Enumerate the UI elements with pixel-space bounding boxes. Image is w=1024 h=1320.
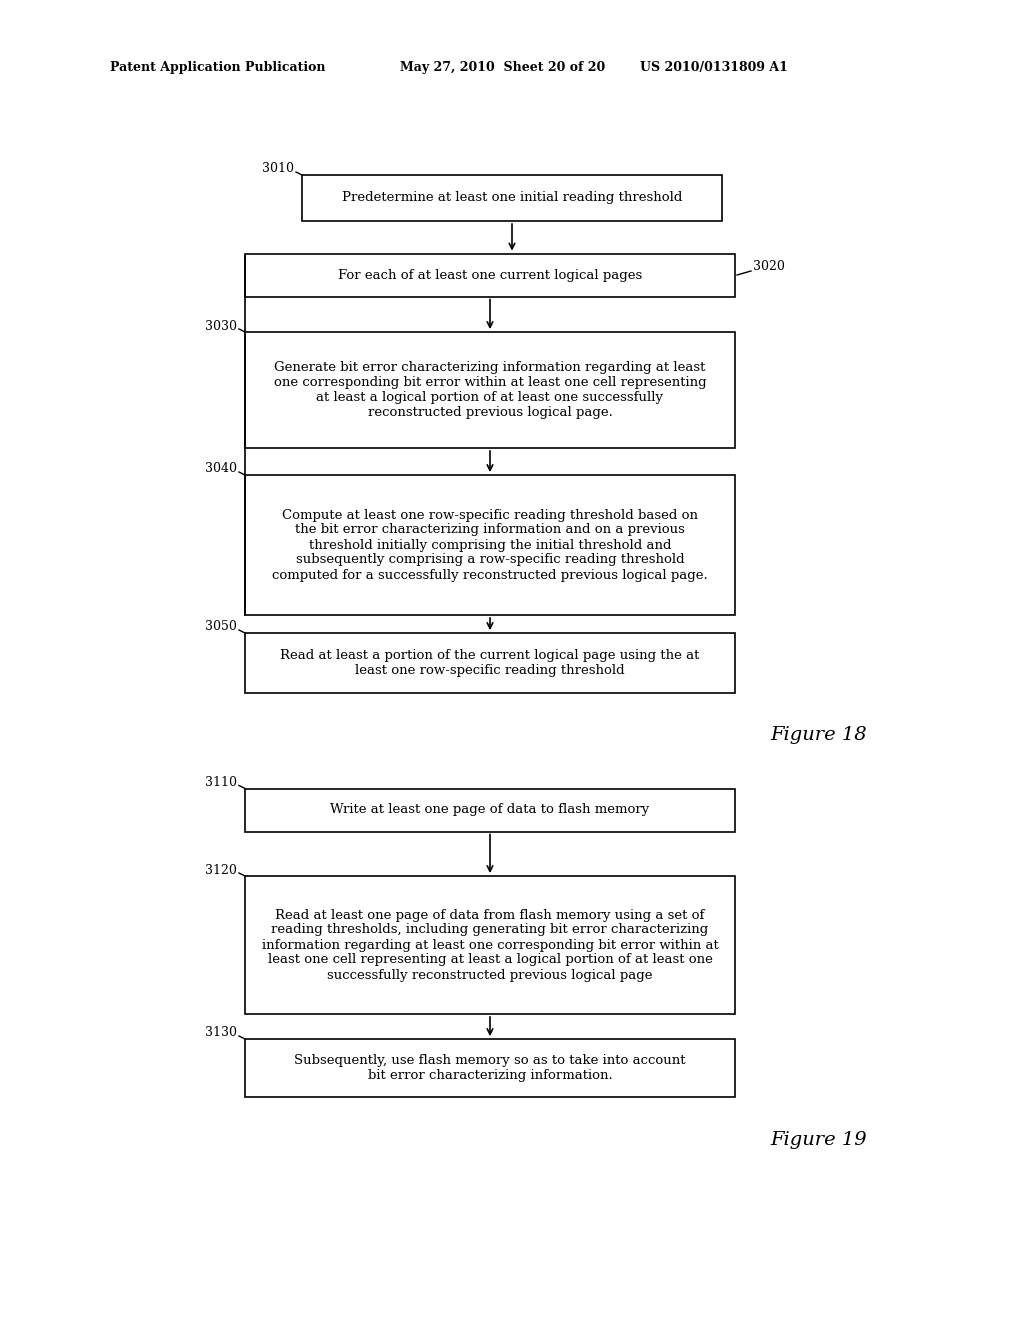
Text: Figure 19: Figure 19 bbox=[770, 1131, 866, 1148]
Bar bbox=[245, 788, 735, 832]
Bar bbox=[302, 176, 722, 220]
Bar bbox=[245, 876, 735, 1014]
Text: US 2010/0131809 A1: US 2010/0131809 A1 bbox=[640, 62, 787, 74]
Text: 3110: 3110 bbox=[205, 776, 237, 789]
Text: 3040: 3040 bbox=[205, 462, 237, 475]
Bar bbox=[245, 1039, 735, 1097]
Text: Subsequently, use flash memory so as to take into account
bit error characterizi: Subsequently, use flash memory so as to … bbox=[294, 1053, 686, 1082]
Text: 3030: 3030 bbox=[205, 319, 237, 333]
Bar bbox=[245, 475, 735, 615]
Text: May 27, 2010  Sheet 20 of 20: May 27, 2010 Sheet 20 of 20 bbox=[400, 62, 605, 74]
Text: For each of at least one current logical pages: For each of at least one current logical… bbox=[338, 268, 642, 281]
Text: Compute at least one row-specific reading threshold based on
the bit error chara: Compute at least one row-specific readin… bbox=[272, 508, 708, 582]
Text: 3010: 3010 bbox=[262, 162, 294, 176]
Bar bbox=[245, 333, 735, 447]
Text: 3130: 3130 bbox=[205, 1027, 237, 1040]
Bar bbox=[245, 253, 735, 297]
Text: Read at least one page of data from flash memory using a set of
reading threshol: Read at least one page of data from flas… bbox=[261, 908, 719, 982]
Text: 3050: 3050 bbox=[205, 620, 237, 634]
Text: Patent Application Publication: Patent Application Publication bbox=[110, 62, 326, 74]
Text: Read at least a portion of the current logical page using the at
least one row-s: Read at least a portion of the current l… bbox=[281, 649, 699, 677]
Text: Predetermine at least one initial reading threshold: Predetermine at least one initial readin… bbox=[342, 191, 682, 205]
Text: 3120: 3120 bbox=[205, 863, 237, 876]
Bar bbox=[245, 634, 735, 693]
Text: 3020: 3020 bbox=[753, 260, 784, 273]
Text: Write at least one page of data to flash memory: Write at least one page of data to flash… bbox=[331, 804, 649, 817]
Text: Figure 18: Figure 18 bbox=[770, 726, 866, 744]
Text: Generate bit error characterizing information regarding at least
one correspondi: Generate bit error characterizing inform… bbox=[273, 360, 707, 418]
